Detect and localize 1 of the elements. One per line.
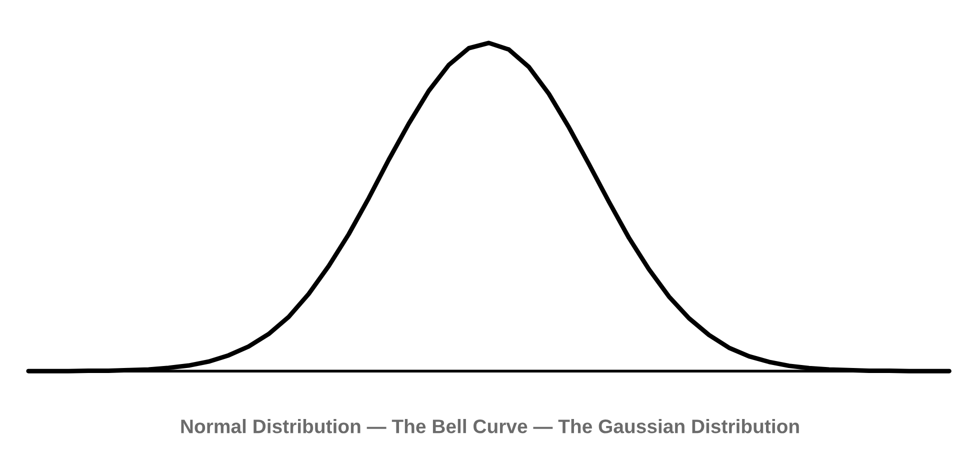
- text: Normal Distribution — The Bell Curve — The Gaussian Distribution: [181, 418, 799, 434]
